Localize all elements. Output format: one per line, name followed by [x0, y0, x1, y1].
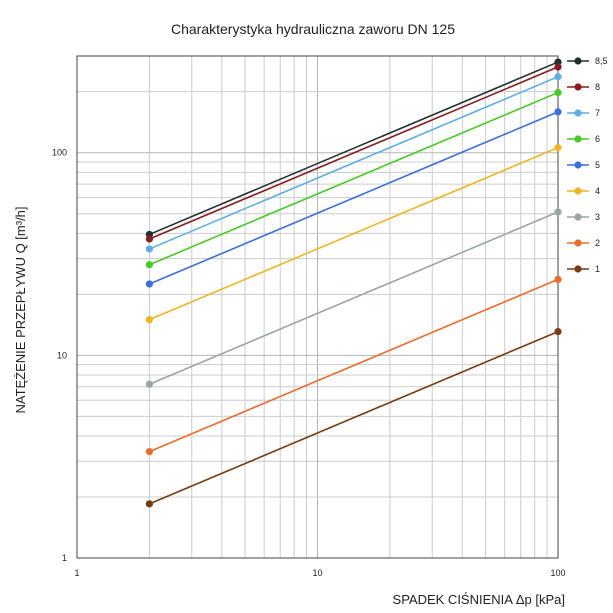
legend-label: 4	[595, 186, 600, 196]
y-tick-label: 1	[62, 553, 67, 563]
series-1	[145, 327, 562, 508]
data-point	[145, 280, 153, 288]
legend-label: 1	[595, 264, 600, 274]
legend-item: 1	[567, 264, 600, 274]
series-line	[149, 76, 559, 250]
legend-item: 2	[567, 238, 600, 248]
data-point	[145, 261, 153, 269]
series-5	[145, 108, 562, 288]
legend-swatch-marker	[574, 109, 582, 117]
data-point	[145, 447, 153, 456]
legend-label: 8,5	[595, 56, 608, 66]
y-axis-title: NATĘŻENIE PRZEPŁYWU Q [m³/h]	[13, 206, 28, 413]
series-8	[145, 63, 562, 243]
legend-swatch-marker	[574, 57, 582, 65]
legend-swatch-marker	[574, 161, 582, 169]
series-6	[145, 88, 562, 269]
y-tick-label: 10	[57, 350, 67, 360]
legend-swatch-marker	[574, 135, 582, 143]
data-point	[145, 380, 153, 388]
legend-label: 2	[595, 238, 600, 248]
grid	[76, 55, 559, 559]
x-tick-label: 1	[74, 568, 79, 578]
series-8-5	[145, 58, 562, 239]
series-7	[145, 73, 562, 253]
legend-item: 3	[567, 212, 600, 222]
series-line	[149, 111, 559, 285]
legend-item: 6	[567, 134, 600, 144]
legend-label: 8	[595, 82, 600, 92]
legend-item: 7	[567, 108, 600, 118]
data-point	[554, 143, 562, 152]
data-point	[554, 108, 562, 116]
legend-item: 8,5	[567, 56, 608, 66]
plot-frame	[76, 55, 559, 559]
legend-swatch-marker	[574, 213, 582, 221]
data-point	[145, 316, 153, 324]
data-point	[554, 208, 562, 216]
data-point	[554, 275, 562, 284]
data-point	[554, 63, 562, 71]
legend-item: 8	[567, 82, 600, 92]
x-axis-title: SPADEK CIŚNIENIA Δp [kPa]	[393, 592, 565, 607]
legend-item: 4	[567, 186, 600, 196]
data-point	[554, 88, 562, 97]
series-line	[149, 61, 559, 236]
series-line	[149, 66, 559, 240]
y-tick-label: 100	[52, 148, 67, 158]
legend-label: 6	[595, 134, 600, 144]
data-point	[554, 327, 562, 336]
data-point	[554, 73, 562, 81]
legend: 8,5 8 7 6 5 4 3 2 1	[567, 56, 608, 274]
data-point	[145, 245, 153, 253]
legend-swatch-marker	[574, 187, 582, 195]
legend-swatch-marker	[574, 239, 582, 247]
series-2	[145, 275, 562, 456]
tick-labels: 1 10 100 1 10 100	[52, 148, 566, 578]
legend-item: 5	[567, 160, 600, 170]
series-line	[149, 91, 559, 266]
legend-swatch-marker	[574, 83, 582, 91]
x-tick-label: 10	[312, 568, 322, 578]
data-point	[145, 235, 153, 243]
legend-label: 3	[595, 212, 600, 222]
series-3	[145, 208, 562, 388]
series-line	[149, 211, 559, 385]
legend-label: 7	[595, 108, 600, 118]
legend-label: 5	[595, 160, 600, 170]
chart-title: Charakterystyka hydrauliczna zaworu DN 1…	[171, 21, 455, 37]
series-lines	[145, 58, 562, 508]
series-line	[149, 146, 559, 321]
data-point	[145, 500, 153, 508]
series-4	[145, 143, 562, 324]
series-line	[149, 330, 559, 505]
x-tick-label: 100	[550, 568, 565, 578]
series-line	[149, 278, 559, 453]
legend-swatch-marker	[574, 265, 582, 273]
